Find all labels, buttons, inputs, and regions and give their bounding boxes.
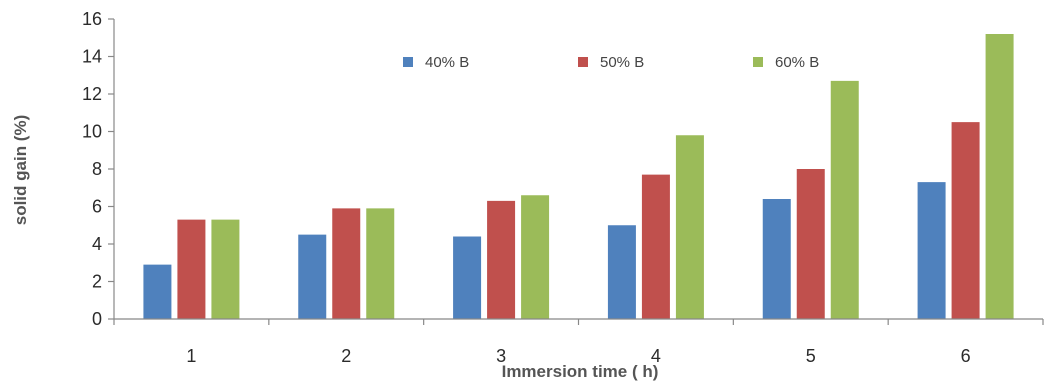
bar-series-2-cat-4 [641,174,670,319]
y-tick-label: 8 [92,159,102,179]
bar-series-3-cat-2 [366,208,395,319]
bar-series-2-cat-3 [487,200,516,319]
y-tick-label: 14 [82,47,102,67]
bar-series-1-cat-6 [917,182,946,319]
legend-swatch [403,57,413,67]
bars [143,34,1014,319]
y-axis-ticks: 0 2 4 6 8 10 12 14 16 [82,9,114,329]
bar-series-1-cat-4 [607,225,636,319]
x-tick-label: 1 [186,346,196,366]
y-tick-label: 16 [82,9,102,29]
x-tick-label: 6 [961,346,971,366]
bar-series-2-cat-1 [177,219,206,319]
y-tick-label: 0 [92,309,102,329]
legend-swatch [578,57,588,67]
y-tick-label: 12 [82,84,102,104]
legend: 40% B 50% B 60% B [403,54,819,71]
bar-series-2-cat-2 [332,208,361,319]
legend-swatch [753,57,763,67]
x-axis-ticks: 1 2 3 4 5 6 [113,319,1044,366]
legend-label: 60% B [775,54,819,71]
y-tick-label: 4 [92,234,102,254]
bar-series-1-cat-2 [298,234,327,319]
y-tick-label: 6 [92,197,102,217]
legend-label: 40% B [425,54,469,71]
x-tick-label: 5 [806,346,816,366]
bar-series-3-cat-4 [675,135,704,319]
bar-series-2-cat-6 [951,122,980,319]
bar-series-1-cat-5 [762,199,791,319]
bar-series-3-cat-1 [211,219,240,319]
y-axis-title: solid gain (%) [11,115,30,226]
x-tick-label: 2 [341,346,351,366]
bar-series-2-cat-5 [796,169,825,319]
bar-series-3-cat-6 [985,34,1014,319]
x-tick-label: 3 [496,346,506,366]
bar-series-1-cat-1 [143,264,172,319]
x-tick-label: 4 [651,346,661,366]
y-tick-label: 2 [92,272,102,292]
x-axis-title: Immersion time ( h) [502,362,659,381]
bar-series-1-cat-3 [453,236,482,319]
bar-series-3-cat-5 [830,80,859,319]
y-tick-label: 10 [82,122,102,142]
bar-series-3-cat-3 [521,195,550,319]
legend-label: 50% B [600,54,644,71]
